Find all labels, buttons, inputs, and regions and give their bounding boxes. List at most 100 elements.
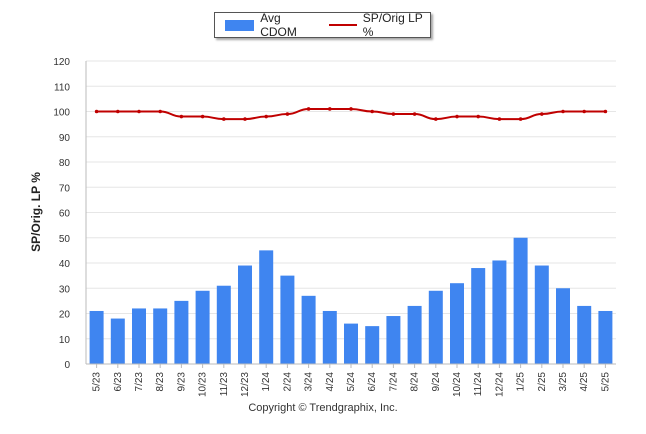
line-series xyxy=(94,107,608,121)
y-tick-label: 60 xyxy=(59,209,71,220)
line-point xyxy=(94,109,99,114)
line-point xyxy=(412,112,417,116)
line-point xyxy=(455,114,459,119)
bar xyxy=(556,288,570,364)
bar xyxy=(195,290,210,364)
legend-label-cdom: Avg CDOM xyxy=(260,11,297,39)
grid-lines xyxy=(86,60,616,365)
y-tick-label: 50 xyxy=(59,234,71,245)
x-tick-label: 2/24 xyxy=(282,372,293,392)
line-point xyxy=(137,109,141,114)
line-point xyxy=(264,114,269,119)
line-point xyxy=(540,112,544,116)
line-point xyxy=(391,112,396,116)
line-point xyxy=(561,109,565,114)
line-point xyxy=(222,117,226,121)
line-point xyxy=(116,109,120,114)
legend: Avg CDOM SP/Orig LP % xyxy=(214,11,431,39)
x-tick-label: 10/23 xyxy=(198,372,209,397)
x-tick-label: 2/25 xyxy=(537,372,548,392)
bar xyxy=(280,275,295,364)
line-point xyxy=(370,109,375,114)
y-tick-label: 100 xyxy=(53,108,70,119)
x-tick-label: 8/24 xyxy=(410,372,421,392)
x-tick-label: 1/24 xyxy=(261,372,272,392)
bar xyxy=(301,295,316,364)
x-tick-label: 3/24 xyxy=(304,372,315,392)
copyright-text: Copyright © Trendgraphix, Inc. xyxy=(248,402,398,414)
x-tick-label: 10/24 xyxy=(452,372,463,397)
legend-swatch-line xyxy=(329,24,357,26)
bar xyxy=(471,268,486,364)
x-tick-label: 12/23 xyxy=(240,372,251,397)
line-point xyxy=(476,114,481,119)
x-tick-label: 7/24 xyxy=(388,372,399,392)
x-tick-label: 3/25 xyxy=(558,372,569,392)
line-point xyxy=(497,117,502,121)
line-point xyxy=(285,112,290,116)
bar xyxy=(365,326,380,364)
legend-item-splp[interactable]: SP/Orig LP % xyxy=(315,11,430,39)
x-tick-label: 6/23 xyxy=(113,372,124,392)
line-point xyxy=(518,117,523,121)
y-tick-label: 10 xyxy=(59,335,71,346)
x-tick-label: 11/24 xyxy=(473,372,484,397)
x-tick-label: 11/23 xyxy=(219,372,230,397)
line-point xyxy=(603,109,608,114)
x-tick-label: 8/23 xyxy=(155,372,166,392)
x-tick-label: 9/23 xyxy=(176,372,187,392)
x-tick-label: 1/25 xyxy=(516,372,527,392)
bar xyxy=(492,260,507,364)
bar xyxy=(513,237,528,364)
bar xyxy=(89,310,104,364)
bar xyxy=(132,308,146,364)
bar xyxy=(428,290,443,364)
y-tick-label: 0 xyxy=(64,360,70,371)
x-tick-label: 9/24 xyxy=(431,372,442,392)
line-point xyxy=(158,109,162,114)
y-tick-label: 80 xyxy=(59,158,71,169)
legend-label-splp: SP/Orig LP % xyxy=(362,11,423,39)
line-point xyxy=(200,114,205,119)
x-tick-label: 7/23 xyxy=(134,372,145,392)
legend-item-cdom[interactable]: Avg CDOM xyxy=(215,11,315,39)
bar xyxy=(450,283,464,364)
bar xyxy=(216,285,231,364)
y-tick-label: 110 xyxy=(54,82,70,93)
y-tick-label: 120 xyxy=(53,57,70,68)
axes: 0 10 20 30 40 50 60 70 80 90 100 110 120 5/23 6/23 7/23… xyxy=(53,57,616,397)
line-point xyxy=(179,114,184,119)
bar xyxy=(577,305,592,364)
y-axis-label: SP/Orig. LP % xyxy=(29,172,43,252)
y-tick-label: 90 xyxy=(59,133,71,144)
x-tick-label: 6/24 xyxy=(367,372,378,392)
bar-series xyxy=(89,237,613,364)
legend-swatch-bar xyxy=(225,19,255,31)
bar xyxy=(407,305,422,364)
line-point xyxy=(349,107,353,111)
line-point xyxy=(582,109,586,114)
x-tick-label: 4/25 xyxy=(579,372,590,392)
x-tick-label: 5/25 xyxy=(600,372,611,392)
line-point xyxy=(243,117,247,121)
bar xyxy=(174,300,189,364)
bar xyxy=(110,318,125,364)
x-tick-label: 5/24 xyxy=(346,372,357,392)
line-point xyxy=(328,107,332,111)
y-tick-label: 70 xyxy=(59,183,71,194)
bar xyxy=(386,316,401,364)
bar xyxy=(598,310,613,364)
y-tick-label: 30 xyxy=(59,284,71,295)
x-tick-label: 12/24 xyxy=(494,372,505,397)
line-point xyxy=(306,107,311,111)
bar xyxy=(153,308,168,364)
y-tick-label: 20 xyxy=(59,310,71,321)
bar xyxy=(322,310,337,364)
x-tick-label: 5/23 xyxy=(92,372,103,392)
bar xyxy=(259,250,274,364)
bar xyxy=(534,265,549,364)
y-tick-label: 40 xyxy=(59,259,71,270)
x-tick-label: 4/24 xyxy=(325,372,336,392)
line-point xyxy=(434,117,438,121)
